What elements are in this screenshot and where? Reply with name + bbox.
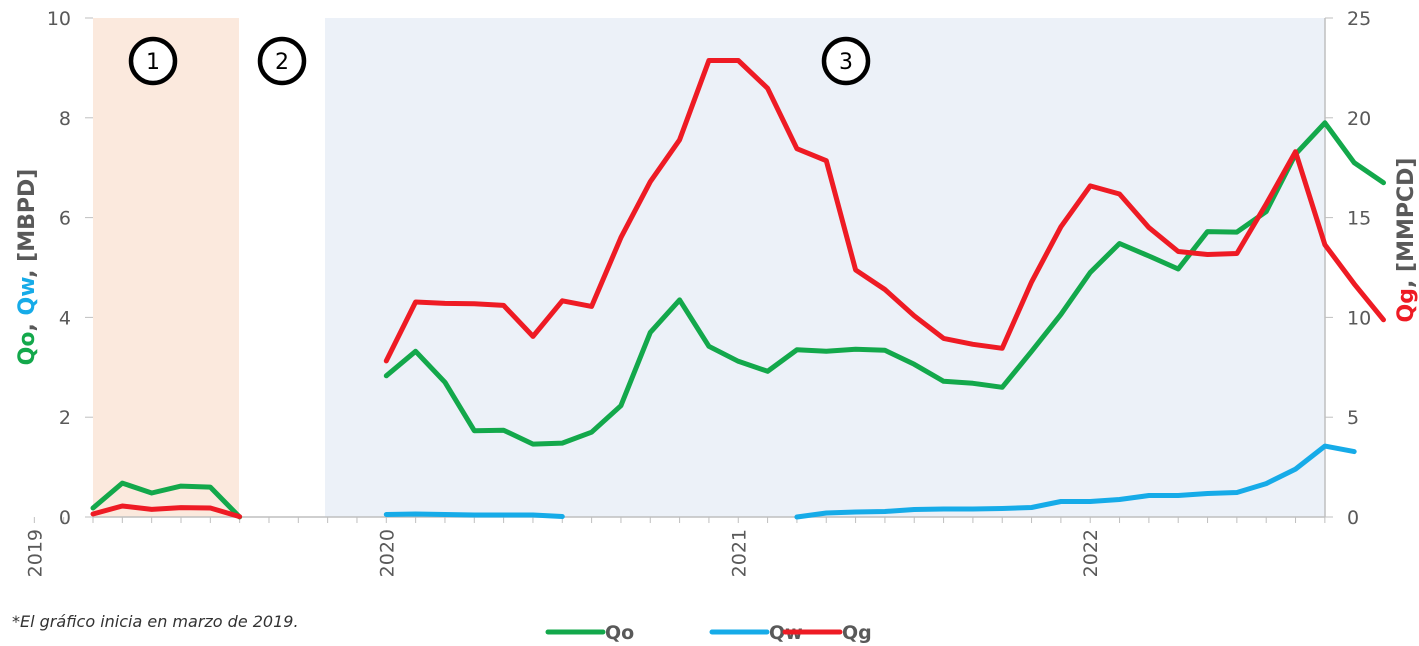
series-qo-line	[383, 120, 1386, 447]
chart-axes: 2019 2020 2021 2022 0 2 4 6 8 10 0 5 10 15 20 25 Qo, Qw,…	[15, 8, 1419, 577]
x-tick-label: 2020	[376, 529, 398, 577]
series-qg-line	[383, 58, 1386, 364]
y-left-axis-title-part: Qo	[15, 332, 40, 366]
y-right-axis-title: Qg, [MMPCD]	[1394, 158, 1419, 323]
zone-2-marker	[257, 36, 307, 86]
chart-zones: 1 2 3	[93, 18, 1325, 517]
legend-qo-label: Qo	[605, 622, 634, 644]
zone-1-marker	[128, 36, 178, 86]
zone-3-label: 3	[839, 50, 853, 75]
zone-1-label: 1	[146, 50, 160, 75]
x-tick-label: 2021	[728, 529, 750, 577]
series-qg-line	[90, 503, 243, 520]
zone-3-band	[325, 18, 1325, 517]
x-tick-label: 2019	[24, 529, 46, 577]
zone-2-band	[239, 18, 325, 517]
y-left-tick-label: 10	[47, 8, 71, 30]
y-left-axis-title: Qo, Qw, [MBPD]	[15, 169, 40, 366]
y-right-axis-title-part: Qg	[1394, 288, 1419, 322]
y-right-tick-label: 15	[1347, 208, 1371, 230]
y-right-tick-label: 0	[1347, 507, 1359, 529]
y-right-axis-title-part: , [MMPCD]	[1394, 158, 1419, 288]
y-left-axis-title-part: ,	[15, 315, 40, 331]
y-right-tick-label: 20	[1347, 108, 1371, 130]
y-right-tick-label: 25	[1347, 8, 1371, 30]
y-left-tick-label: 4	[59, 307, 71, 329]
chart-legend: QoQwQg	[545, 622, 872, 644]
y-left-tick-label: 0	[59, 507, 71, 529]
y-left-tick-label: 8	[59, 108, 71, 130]
y-left-axis-title-part: , [MBPD]	[15, 169, 40, 278]
chart-series-lines	[90, 58, 1386, 520]
zone-1-band	[93, 18, 239, 517]
legend-qg-label: Qg	[842, 622, 872, 644]
series-qw-line	[794, 443, 1357, 520]
series-qw-line	[383, 511, 565, 519]
series-qo-line	[90, 480, 243, 520]
y-left-tick-label: 2	[59, 407, 71, 429]
chart-footnote: *El gráfico inicia en marzo de 2019.	[12, 612, 299, 631]
zone-2-label: 2	[275, 50, 289, 75]
x-tick-label: 2022	[1080, 529, 1102, 577]
y-right-tick-label: 5	[1347, 407, 1359, 429]
y-right-tick-label: 10	[1347, 307, 1371, 329]
y-left-tick-label: 6	[59, 208, 71, 230]
zone-3-marker	[821, 36, 871, 86]
y-left-axis-title-part: Qw	[15, 277, 40, 316]
